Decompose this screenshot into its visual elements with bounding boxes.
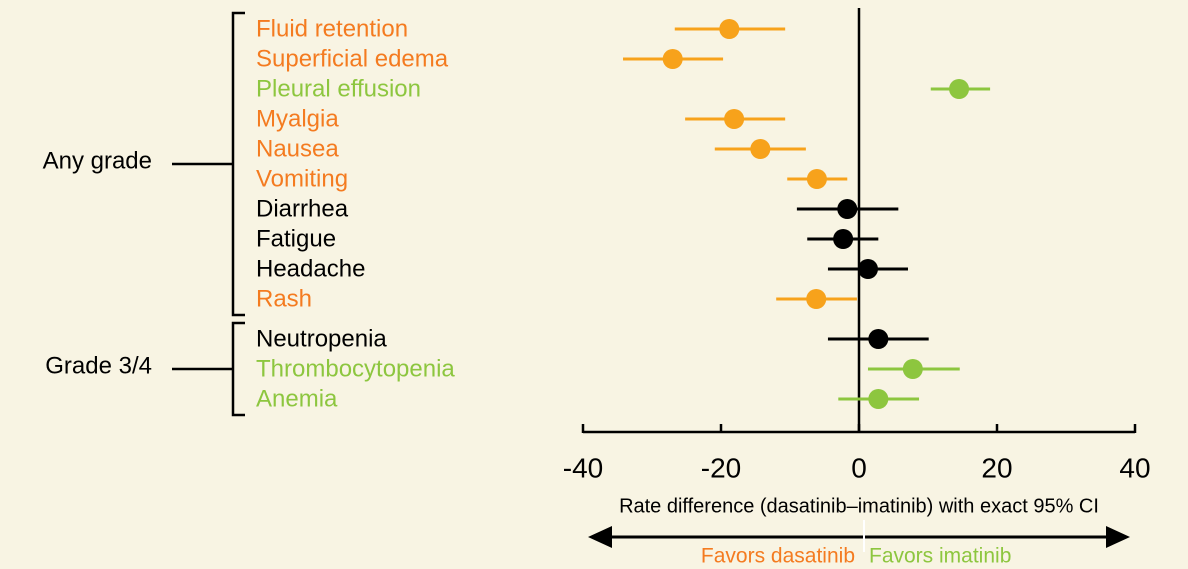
row-label: Myalgia (256, 105, 339, 132)
point (719, 19, 740, 39)
row-label: Fatigue (256, 225, 336, 252)
x-axis-label: Rate difference (dasatinib–imatinib) wit… (619, 495, 1099, 517)
x-tick-label: 20 (981, 452, 1012, 483)
row-label: Headache (256, 255, 365, 282)
point (724, 109, 745, 129)
point (750, 139, 771, 159)
row-label: Neutropenia (256, 325, 387, 352)
group-bracket (172, 321, 245, 417)
point (868, 389, 889, 409)
arrow-head-right (1106, 526, 1130, 548)
row-label: Rash (256, 285, 312, 312)
row-label: Superficial edema (256, 45, 449, 72)
left-annotation: Favors dasatinib (701, 545, 855, 568)
point (902, 359, 923, 379)
x-tick-label: -20 (701, 452, 741, 483)
x-tick-label: -40 (563, 452, 603, 483)
group-label: Any grade (43, 147, 152, 174)
point (806, 289, 827, 309)
point (662, 49, 683, 69)
row-label: Thrombocytopenia (256, 355, 455, 382)
row-label: Diarrhea (256, 195, 349, 222)
point (857, 259, 878, 279)
row-label: Pleural effusion (256, 75, 421, 102)
row-label: Vomiting (256, 165, 348, 192)
x-tick-label: 0 (851, 452, 867, 483)
arrow-head-left (588, 526, 612, 548)
point (833, 229, 854, 249)
point (868, 329, 889, 349)
point (806, 169, 827, 189)
x-tick-label: 40 (1119, 452, 1150, 483)
row-label: Anemia (256, 385, 338, 412)
row-label: Nausea (256, 135, 339, 162)
row-label: Fluid retention (256, 15, 408, 42)
group-bracket (172, 11, 245, 317)
point (837, 199, 858, 219)
point (949, 79, 970, 99)
group-label: Grade 3/4 (45, 352, 152, 379)
right-annotation: Favors imatinib (869, 545, 1011, 568)
